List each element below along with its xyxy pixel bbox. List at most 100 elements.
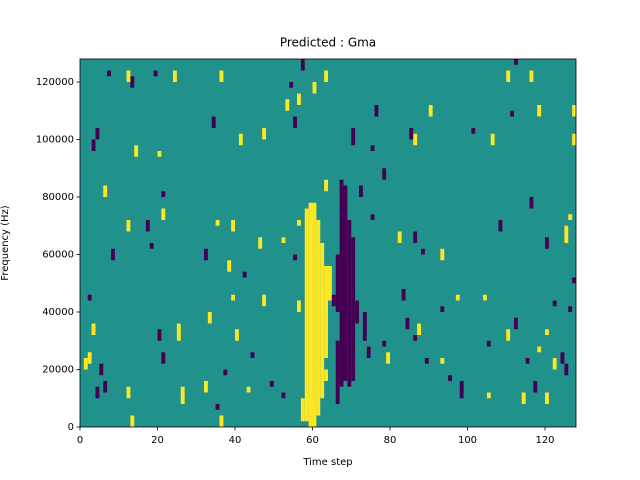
x-tick-label: 0 <box>77 435 83 446</box>
heatmap-cell <box>428 105 433 117</box>
heatmap-cell <box>300 59 305 71</box>
heatmap-cell <box>490 133 495 146</box>
heatmap-cell <box>297 300 301 312</box>
heatmap-cell <box>440 248 445 261</box>
heatmap-cell <box>374 105 379 117</box>
heatmap-cell <box>83 358 88 370</box>
heatmap-cell <box>537 346 542 353</box>
heatmap-cell <box>440 306 445 312</box>
heatmap-cell <box>130 76 135 88</box>
heatmap-cell <box>157 329 162 341</box>
heatmap-cell <box>107 70 111 77</box>
heatmap-cell <box>506 329 511 341</box>
heatmap-cell <box>409 128 414 140</box>
heatmap-cell <box>514 317 518 330</box>
y-tick-label: 0 <box>68 422 74 433</box>
heatmap-cell <box>130 415 135 427</box>
heatmap-cell <box>215 220 220 226</box>
heatmap-cell <box>529 70 534 82</box>
heatmap-cell <box>355 300 359 324</box>
heatmap-cell <box>514 59 518 65</box>
heatmap-cell <box>316 220 321 416</box>
heatmap-cell <box>533 381 538 393</box>
heatmap-cell <box>529 197 534 209</box>
heatmap-cell <box>204 248 208 261</box>
heatmap-cell <box>161 191 166 197</box>
heatmap-cell <box>149 243 154 249</box>
heatmap-cell <box>293 116 297 128</box>
heatmap-cell <box>401 289 406 301</box>
x-tick-label: 60 <box>306 435 319 446</box>
heatmap-cell <box>304 208 309 422</box>
heatmap-cell <box>343 185 348 381</box>
heatmap-cell <box>417 323 421 335</box>
heatmap-cell <box>262 294 266 307</box>
heatmap-cell <box>335 340 340 404</box>
heatmap-cell <box>285 99 290 111</box>
heatmap-cell <box>219 415 224 427</box>
x-axis-label: Time step <box>302 457 352 468</box>
heatmap-cell <box>246 386 251 393</box>
heatmap-cell <box>161 352 166 364</box>
heatmap-cell <box>300 398 305 422</box>
heatmap-cell <box>521 392 526 404</box>
x-tick-label: 40 <box>229 435 242 446</box>
heatmap-cell <box>204 381 208 393</box>
heatmap-cell <box>91 139 96 151</box>
heatmap-cell <box>269 381 274 387</box>
x-tick-label: 20 <box>151 435 164 446</box>
heatmap-cell <box>324 179 328 192</box>
heatmap-cell <box>351 237 356 381</box>
heatmap-cell <box>545 392 549 404</box>
heatmap-cell <box>173 70 177 82</box>
heatmap-cell <box>440 358 445 364</box>
heatmap-cell <box>281 237 286 243</box>
heatmap-cell <box>455 294 460 301</box>
y-tick-label: 60000 <box>42 250 74 261</box>
heatmap-cell <box>498 220 503 232</box>
heatmap-cell <box>413 335 418 341</box>
heatmap-cell <box>134 145 139 157</box>
heatmap-cell <box>281 392 286 399</box>
heatmap-cell <box>525 358 530 364</box>
heatmap-cell <box>227 260 232 272</box>
y-tick-label: 120000 <box>36 77 74 88</box>
heatmap-cell <box>331 294 336 307</box>
heatmap-cell <box>572 277 576 284</box>
y-axis-label: Frequency (Hz) <box>0 205 11 281</box>
heatmap-cell <box>126 386 131 399</box>
heatmap-cell <box>486 340 491 347</box>
heatmap-cell <box>308 202 313 427</box>
heatmap-cell <box>486 392 491 399</box>
heatmap-cell <box>370 145 375 151</box>
heatmap-cell <box>99 363 104 376</box>
heatmap-cell <box>386 352 390 364</box>
heatmap-cell <box>328 266 332 301</box>
heatmap-cell <box>506 70 511 82</box>
heatmap-cell <box>308 398 313 404</box>
x-tick-label: 100 <box>458 435 477 446</box>
y-tick-label: 80000 <box>42 192 74 203</box>
heatmap-cell <box>157 151 162 157</box>
heatmap-cell <box>91 323 96 335</box>
heatmap-cell <box>483 294 487 301</box>
heatmap-background <box>80 59 576 427</box>
heatmap-cell <box>111 248 115 261</box>
heatmap-cell <box>572 133 576 146</box>
heatmap-cell <box>382 340 387 347</box>
heatmap-cell <box>413 133 418 146</box>
heatmap-cell <box>382 168 387 180</box>
heatmap-cell <box>297 220 301 226</box>
heatmap-cell <box>215 404 220 410</box>
heatmap-cell <box>126 220 131 232</box>
heatmap-cell <box>471 128 476 134</box>
heatmap-cell <box>324 369 328 381</box>
heatmap-cell <box>289 82 294 88</box>
heatmap-cell <box>297 93 301 105</box>
heatmap-cell <box>231 294 235 301</box>
heatmap-cell <box>180 386 185 404</box>
heatmap-cell <box>421 248 425 255</box>
heatmap-cell <box>242 271 247 278</box>
